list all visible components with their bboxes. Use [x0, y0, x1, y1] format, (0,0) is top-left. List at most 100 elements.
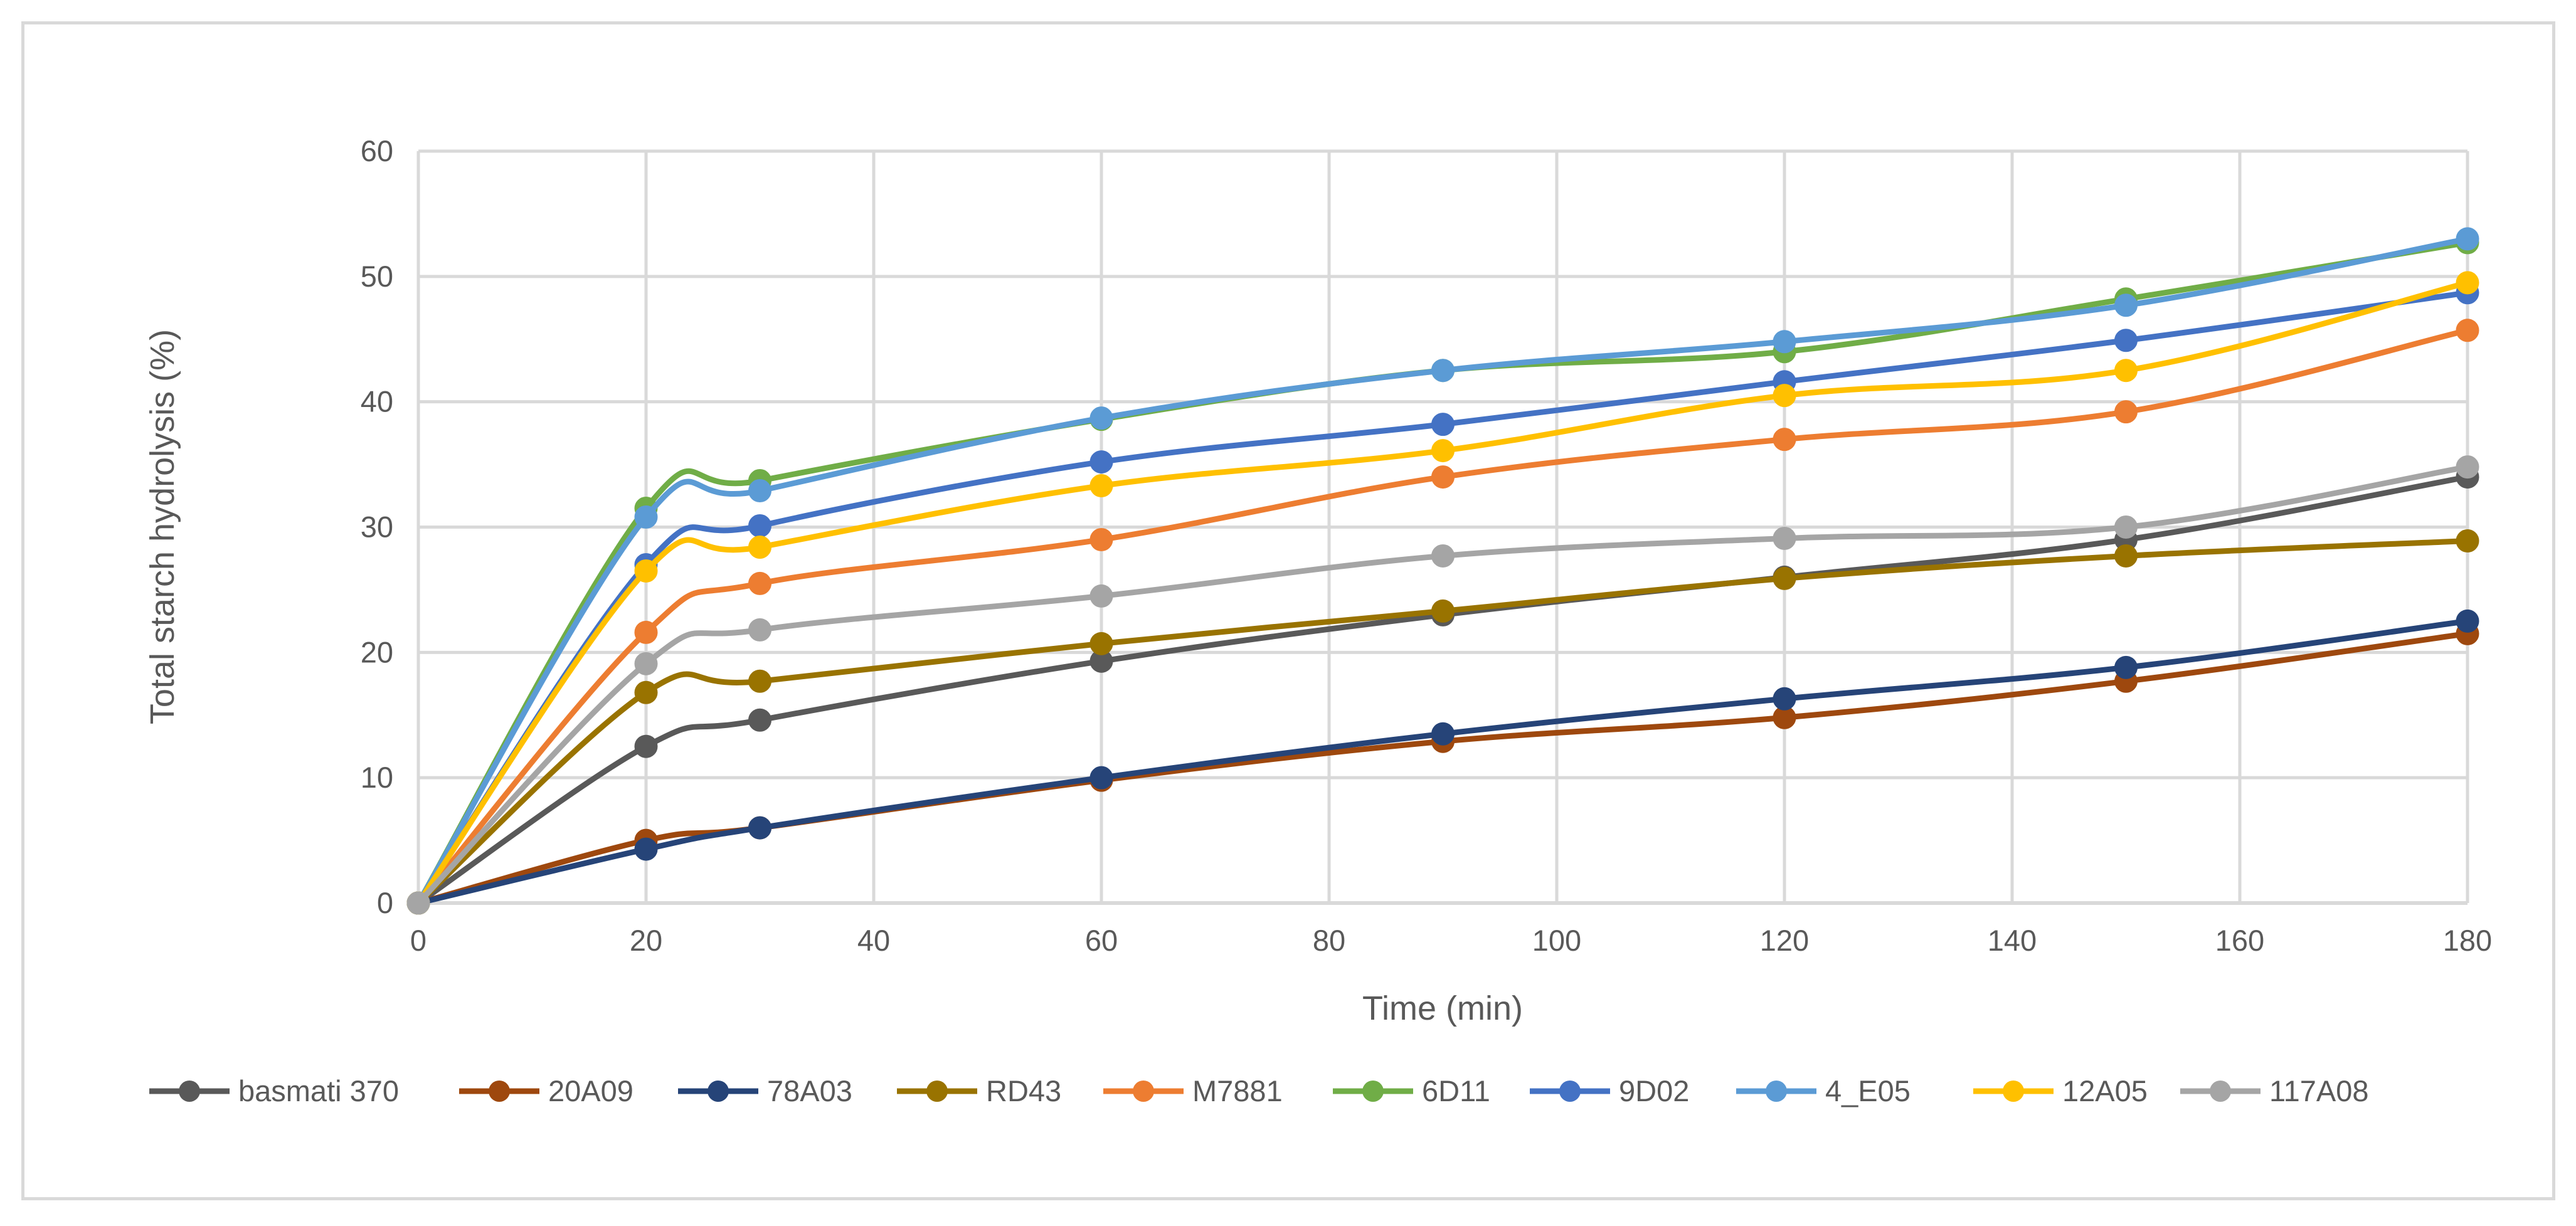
data-point [1431, 544, 1455, 568]
data-point [634, 680, 658, 704]
data-point [1089, 527, 1113, 551]
y-tick-label: 30 [361, 510, 393, 544]
data-point [2456, 529, 2479, 552]
legend-swatch-marker [2210, 1081, 2231, 1102]
data-point [634, 505, 658, 529]
data-point [1773, 526, 1796, 550]
legend-label: 6D11 [1422, 1074, 1490, 1107]
data-point [1431, 439, 1455, 463]
data-point [748, 535, 771, 559]
legend-item: RD43 [897, 1074, 1061, 1107]
legend-swatch-marker [489, 1081, 510, 1102]
legend-label: RD43 [986, 1074, 1061, 1107]
x-tick-label: 80 [1313, 924, 1345, 957]
x-axis-title: Time (min) [1362, 990, 1523, 1027]
legend-item: 9D02 [1530, 1074, 1689, 1107]
tick-labels: 0 10 20 30 40 50 60 0 20 40 60 80 100 120 140 160 180 [361, 134, 2492, 957]
data-point [2114, 329, 2138, 352]
data-point [1089, 406, 1113, 430]
series-78a03 [406, 609, 2479, 915]
legend-swatch-marker [1362, 1081, 1384, 1102]
plot-area [406, 227, 2479, 915]
chart-frame [21, 21, 2555, 1200]
data-point [2114, 515, 2138, 539]
legend: basmati 370 20A09 78A03 RD43 M7881 6D11 9D02 4_… [149, 1074, 2369, 1107]
series-line [415, 464, 2471, 906]
data-point [748, 571, 771, 595]
data-point [2114, 400, 2138, 424]
series-line [415, 618, 2471, 906]
data-point [1089, 584, 1113, 608]
legend-item: M7881 [1103, 1074, 1283, 1107]
data-point [2456, 319, 2479, 342]
data-point [748, 708, 771, 732]
data-point [748, 669, 771, 693]
legend-label: basmati 370 [238, 1074, 399, 1107]
y-axis-title: Total starch hydrolysis (%) [144, 329, 181, 724]
data-point [1089, 450, 1113, 474]
data-point [1431, 722, 1455, 746]
data-point [2456, 455, 2479, 479]
series-line [415, 537, 2471, 906]
data-point [634, 734, 658, 758]
legend-label: 117A08 [2269, 1074, 2369, 1107]
legend-item: 12A05 [1973, 1074, 2148, 1107]
data-point [748, 816, 771, 840]
series-line [415, 290, 2471, 906]
legend-swatch-marker [1559, 1081, 1581, 1102]
data-point [2114, 655, 2138, 679]
x-tick-label: 140 [1988, 924, 2037, 957]
data-point [748, 514, 771, 538]
y-tick-label: 40 [361, 385, 393, 418]
data-point [2456, 271, 2479, 295]
legend-item: 117A08 [2180, 1074, 2369, 1107]
data-point [1431, 359, 1455, 383]
legend-item: basmati 370 [149, 1074, 399, 1107]
legend-label: 12A05 [2062, 1074, 2148, 1107]
legend-item: 6D11 [1333, 1074, 1490, 1107]
series-line [415, 474, 2471, 906]
data-point [634, 559, 658, 583]
series-line [415, 630, 2471, 906]
data-point [1773, 687, 1796, 711]
series-4-e05 [406, 227, 2479, 915]
x-tick-label: 120 [1760, 924, 1809, 957]
legend-swatch-marker [2003, 1081, 2024, 1102]
legend-label: 78A03 [767, 1074, 852, 1107]
data-point [1773, 566, 1796, 590]
legend-swatch-marker [179, 1081, 200, 1102]
legend-swatch-marker [1133, 1081, 1154, 1102]
data-point [2114, 293, 2138, 317]
legend-label: M7881 [1192, 1074, 1283, 1107]
data-point [1089, 631, 1113, 655]
x-tick-label: 180 [2443, 924, 2492, 957]
data-point [634, 652, 658, 675]
data-point [2456, 609, 2479, 633]
data-point [2114, 359, 2138, 383]
legend-swatch-marker [708, 1081, 729, 1102]
series-20a09 [406, 621, 2479, 915]
y-tick-label: 60 [361, 134, 393, 167]
legend-label: 20A09 [548, 1074, 633, 1107]
series-117a08 [406, 455, 2479, 915]
y-tick-label: 10 [361, 761, 393, 794]
y-tick-label: 20 [361, 635, 393, 668]
data-point [634, 837, 658, 861]
legend-item: 4_E05 [1736, 1074, 1911, 1107]
x-tick-label: 100 [1532, 924, 1581, 957]
data-point [1773, 384, 1796, 408]
series-basmati-370 [406, 465, 2479, 915]
legend-swatch-marker [1766, 1081, 1787, 1102]
grid-lines [416, 149, 2469, 903]
x-tick-label: 160 [2215, 924, 2264, 957]
x-tick-label: 20 [630, 924, 662, 957]
series-line [415, 280, 2471, 906]
x-tick-label: 40 [857, 924, 890, 957]
data-point [1773, 428, 1796, 452]
y-tick-label: 0 [377, 886, 393, 919]
legend-item: 20A09 [459, 1074, 633, 1107]
data-point [1431, 599, 1455, 623]
data-point [634, 620, 658, 644]
data-point [1089, 474, 1113, 498]
